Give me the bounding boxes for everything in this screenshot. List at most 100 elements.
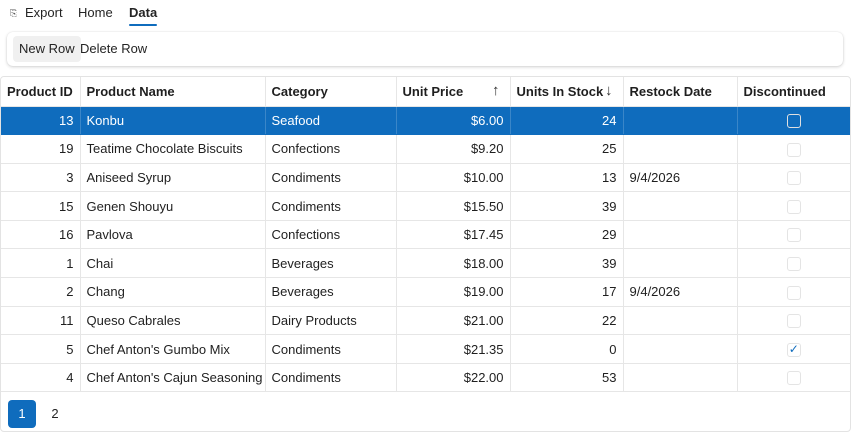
cell-restock-date[interactable]: 9/4/2026 bbox=[623, 277, 738, 307]
table-row[interactable]: 19 Teatime Chocolate Biscuits Confections $… bbox=[1, 134, 850, 164]
cell-product-id[interactable]: 2 bbox=[1, 277, 81, 307]
cell-category[interactable]: Condiments bbox=[265, 163, 397, 193]
discontinued-checkbox[interactable] bbox=[786, 114, 801, 129]
cell-unit-price[interactable]: $17.45 bbox=[396, 220, 511, 250]
cell-product-id[interactable]: 3 bbox=[1, 163, 81, 193]
discontinued-checkbox-checked[interactable] bbox=[786, 342, 801, 357]
discontinued-checkbox[interactable] bbox=[786, 314, 801, 329]
delete-row-button[interactable]: Delete Row bbox=[80, 41, 148, 56]
cell-category[interactable]: Confections bbox=[265, 134, 397, 164]
cell-product-name[interactable]: Chang bbox=[80, 277, 266, 307]
cell-unit-price[interactable]: $19.00 bbox=[396, 277, 511, 307]
cell-restock-date[interactable] bbox=[623, 306, 738, 336]
cell-units-in-stock[interactable]: 17 bbox=[510, 277, 624, 307]
discontinued-checkbox[interactable] bbox=[786, 285, 801, 300]
cell-units-in-stock[interactable]: 53 bbox=[510, 363, 624, 393]
table-row[interactable]: 3 Aniseed Syrup Condiments $10.00 13 9/4/2026 bbox=[1, 163, 850, 193]
cell-category[interactable]: Condiments bbox=[265, 191, 397, 221]
grid-body: 13 Konbu Seafood $6.00 24 19 Teatime Chocolate… bbox=[1, 106, 850, 393]
cell-product-id[interactable]: 5 bbox=[1, 334, 81, 364]
table-row[interactable]: 16 Pavlova Confections $17.45 29 bbox=[1, 220, 850, 250]
table-row[interactable]: 4 Chef Anton's Cajun Seasoning Condiments $… bbox=[1, 363, 850, 393]
discontinued-checkbox[interactable] bbox=[786, 142, 801, 157]
cell-restock-date[interactable]: 9/4/2026 bbox=[623, 163, 738, 193]
cell-product-id[interactable]: 15 bbox=[1, 191, 81, 221]
column-header-product-id[interactable]: Product ID bbox=[1, 77, 81, 107]
cell-category[interactable]: Beverages bbox=[265, 248, 397, 279]
cell-product-id[interactable]: 11 bbox=[1, 306, 81, 336]
pager: 1 2 bbox=[1, 395, 850, 431]
table-row[interactable]: 5 Chef Anton's Gumbo Mix Condiments $21.35 0 bbox=[1, 334, 850, 364]
cell-discontinued bbox=[737, 248, 850, 279]
cell-category[interactable]: Condiments bbox=[265, 363, 397, 393]
tab-data[interactable]: Data bbox=[129, 4, 158, 26]
cell-product-name[interactable]: Queso Cabrales bbox=[80, 306, 266, 336]
column-header-discontinued[interactable]: Discontinued bbox=[737, 77, 850, 107]
column-header-units-in-stock[interactable]: Units In Stock ↓ bbox=[510, 77, 624, 107]
page-button-1[interactable]: 1 bbox=[8, 400, 36, 428]
cell-product-id[interactable]: 4 bbox=[1, 363, 81, 393]
table-row[interactable]: 1 Chai Beverages $18.00 39 bbox=[1, 248, 850, 279]
tab-home[interactable]: Home bbox=[78, 4, 113, 26]
cell-category[interactable]: Dairy Products bbox=[265, 306, 397, 336]
cell-units-in-stock[interactable]: 0 bbox=[510, 334, 624, 364]
cell-restock-date[interactable] bbox=[623, 363, 738, 393]
cell-product-name[interactable]: Chef Anton's Gumbo Mix bbox=[80, 334, 266, 364]
cell-product-id[interactable]: 19 bbox=[1, 134, 81, 164]
cell-units-in-stock[interactable]: 39 bbox=[510, 191, 624, 221]
cell-unit-price[interactable]: $9.20 bbox=[396, 134, 511, 164]
cell-product-name[interactable]: Chef Anton's Cajun Seasoning bbox=[80, 363, 266, 393]
cell-restock-date[interactable] bbox=[623, 220, 738, 250]
cell-product-name[interactable]: Chai bbox=[80, 248, 266, 279]
discontinued-checkbox[interactable] bbox=[786, 371, 801, 386]
cell-restock-date[interactable] bbox=[623, 191, 738, 221]
column-header-product-name[interactable]: Product Name bbox=[80, 77, 266, 107]
cell-product-name[interactable]: Genen Shouyu bbox=[80, 191, 266, 221]
new-row-button[interactable]: New Row bbox=[13, 36, 81, 62]
discontinued-checkbox[interactable] bbox=[786, 199, 801, 214]
cell-units-in-stock[interactable]: 13 bbox=[510, 163, 624, 193]
cell-product-id[interactable]: 16 bbox=[1, 220, 81, 250]
cell-product-id[interactable]: 1 bbox=[1, 248, 81, 279]
cell-discontinued bbox=[737, 306, 850, 336]
cell-product-name[interactable]: Aniseed Syrup bbox=[80, 163, 266, 193]
tab-export[interactable]: ⎘ Export bbox=[10, 4, 63, 26]
cell-units-in-stock[interactable]: 29 bbox=[510, 220, 624, 250]
cell-units-in-stock[interactable]: 25 bbox=[510, 134, 624, 164]
table-row[interactable]: 11 Queso Cabrales Dairy Products $21.00 22 bbox=[1, 306, 850, 336]
cell-unit-price[interactable]: $6.00 bbox=[396, 106, 511, 136]
cell-unit-price[interactable]: $18.00 bbox=[396, 248, 511, 279]
cell-unit-price[interactable]: $21.00 bbox=[396, 306, 511, 336]
cell-product-name[interactable]: Konbu bbox=[80, 106, 266, 136]
cell-product-name[interactable]: Pavlova bbox=[80, 220, 266, 250]
cell-product-name[interactable]: Teatime Chocolate Biscuits bbox=[80, 134, 266, 164]
cell-category[interactable]: Confections bbox=[265, 220, 397, 250]
cell-category[interactable]: Seafood bbox=[265, 106, 397, 136]
cell-restock-date[interactable] bbox=[623, 106, 738, 136]
cell-category[interactable]: Beverages bbox=[265, 277, 397, 307]
cell-unit-price[interactable]: $15.50 bbox=[396, 191, 511, 221]
table-row[interactable]: 2 Chang Beverages $19.00 17 9/4/2026 bbox=[1, 277, 850, 307]
cell-units-in-stock[interactable]: 22 bbox=[510, 306, 624, 336]
cell-units-in-stock[interactable]: 39 bbox=[510, 248, 624, 279]
page-button-2[interactable]: 2 bbox=[51, 406, 59, 421]
discontinued-checkbox[interactable] bbox=[786, 228, 801, 243]
table-row[interactable]: 15 Genen Shouyu Condiments $15.50 39 bbox=[1, 191, 850, 221]
column-header-units-in-stock-label: Units In Stock bbox=[516, 83, 604, 99]
cell-restock-date[interactable] bbox=[623, 248, 738, 279]
column-header-category[interactable]: Category bbox=[265, 77, 397, 107]
cell-category[interactable]: Condiments bbox=[265, 334, 397, 364]
cell-product-id[interactable]: 13 bbox=[1, 106, 81, 136]
table-row[interactable]: 13 Konbu Seafood $6.00 24 bbox=[1, 106, 850, 136]
column-header-restock-date[interactable]: Restock Date bbox=[623, 77, 738, 107]
cell-units-in-stock[interactable]: 24 bbox=[510, 106, 624, 136]
discontinued-checkbox[interactable] bbox=[786, 171, 801, 186]
cell-restock-date[interactable] bbox=[623, 334, 738, 364]
cell-unit-price[interactable]: $21.35 bbox=[396, 334, 511, 364]
cell-unit-price[interactable]: $10.00 bbox=[396, 163, 511, 193]
cell-unit-price[interactable]: $22.00 bbox=[396, 363, 511, 393]
column-header-unit-price[interactable]: Unit Price ↑ bbox=[396, 77, 511, 107]
cell-restock-date[interactable] bbox=[623, 134, 738, 164]
cell-discontinued bbox=[737, 191, 850, 221]
discontinued-checkbox[interactable] bbox=[786, 257, 801, 272]
